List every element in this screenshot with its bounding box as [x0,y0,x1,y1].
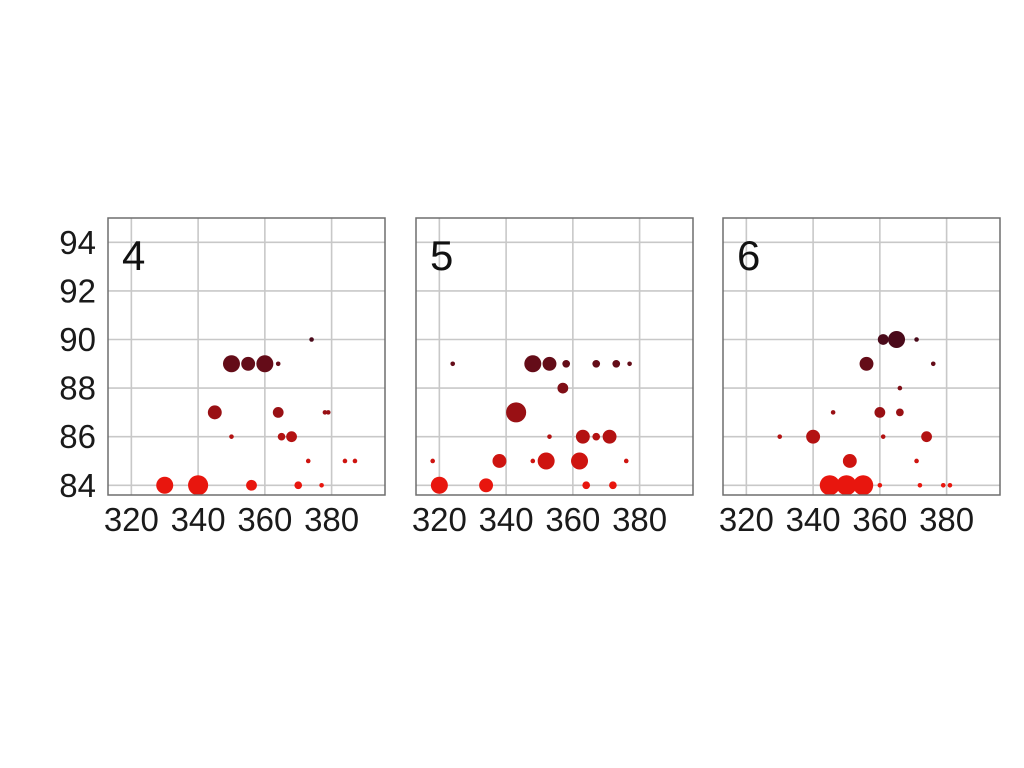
data-point [325,410,331,415]
y-axis: 84 86 88 90 92 94 [59,224,96,504]
data-point [602,429,617,444]
x-tick-label: 340 [479,501,534,538]
y-tick-label: 92 [59,272,96,309]
data-point [207,405,222,420]
y-tick-label: 86 [59,418,96,455]
data-point [277,432,286,441]
y-tick-label: 94 [59,224,96,261]
data-point [609,481,617,490]
y-tick-label: 84 [59,467,96,504]
panel-frame [722,217,1001,496]
data-point [322,410,328,415]
data-point [880,434,886,439]
x-tick-label: 340 [171,501,226,538]
data-point [229,434,234,439]
data-point [562,359,571,368]
data-point [272,406,284,418]
x-tick-label: 380 [612,501,667,538]
data-point [917,482,923,488]
data-point [582,481,591,490]
data-point [877,482,883,488]
data-point [592,432,601,441]
data-point [897,385,903,391]
data-point [623,458,629,464]
data-point [241,356,256,371]
data-point [853,475,874,496]
x-tick-label: 340 [786,501,841,538]
data-point [914,458,919,464]
data-point [537,452,555,470]
data-point [777,434,783,439]
panel-6: 6 320 340 360 380 [719,217,1001,538]
data-point [914,337,919,342]
panel-frame [107,217,386,496]
data-point [940,482,946,488]
data-point [430,476,448,494]
data-point [492,454,507,468]
y-tick-label: 90 [59,321,96,358]
data-point [352,458,358,464]
data-point [305,458,311,464]
panel-label: 5 [430,232,453,279]
data-point [877,334,889,345]
x-tick-label: 320 [104,501,159,538]
data-point [506,402,527,423]
x-tick-label: 360 [237,501,292,538]
data-point [592,359,601,368]
x-tick-label: 360 [852,501,907,538]
panel-label: 4 [122,232,145,279]
data-point [294,481,303,490]
data-point [806,429,821,444]
data-point [222,355,240,373]
x-tick-label: 320 [412,501,467,538]
data-point [246,479,257,491]
data-point [256,355,274,373]
data-point [542,356,557,371]
data-point [836,475,857,496]
x-tick-label: 380 [304,501,359,538]
data-point [575,429,590,444]
data-point [859,356,874,371]
panel-label: 6 [737,232,760,279]
data-point [842,454,857,468]
data-point [309,337,314,342]
data-point [450,361,456,367]
data-point [524,355,542,373]
data-point [479,478,494,493]
data-point [930,361,936,367]
data-point [319,482,324,488]
y-tick-label: 88 [59,370,96,407]
x-tick-label: 380 [919,501,974,538]
data-point [830,410,836,415]
data-point [612,359,621,368]
x-tick-label: 320 [719,501,774,538]
data-point [342,458,348,464]
x-tick-label: 360 [545,501,600,538]
data-point [819,475,840,496]
data-point [188,475,209,496]
data-point [156,476,174,494]
data-point [921,431,932,443]
data-point [286,431,297,443]
data-point [430,458,435,464]
panel-frame [415,217,694,496]
data-point [571,452,589,470]
data-point [888,330,906,348]
data-point [896,408,904,417]
panel-4: 4 320 340 360 380 [104,217,386,538]
panel-5: 5 320 340 360 380 [412,217,694,538]
data-point [627,361,632,367]
data-point [557,382,569,394]
data-point [547,434,552,439]
data-point [874,406,886,418]
data-point [530,458,536,464]
data-point [947,482,953,488]
data-point [275,361,281,367]
